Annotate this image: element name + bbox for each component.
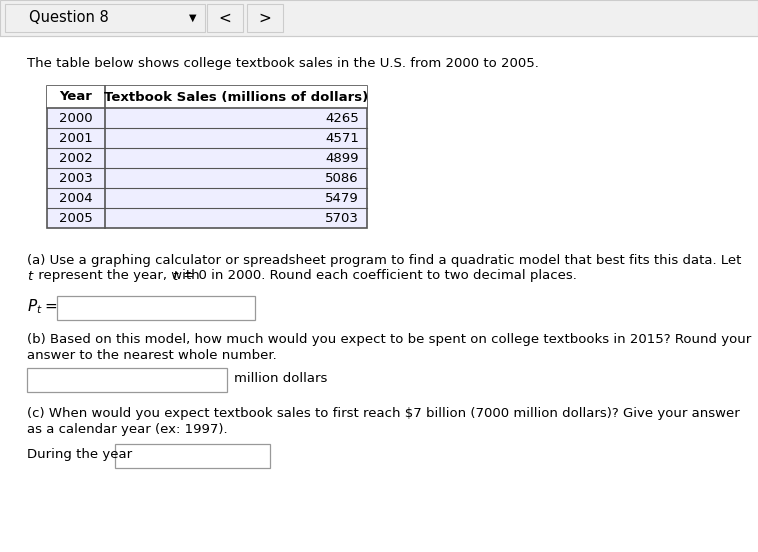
Text: t: t	[172, 269, 177, 283]
Text: million dollars: million dollars	[234, 372, 327, 385]
Text: 5086: 5086	[325, 172, 359, 184]
FancyBboxPatch shape	[5, 4, 205, 32]
Text: 4571: 4571	[325, 131, 359, 145]
Text: 2004: 2004	[59, 192, 92, 204]
Text: 2005: 2005	[59, 211, 93, 225]
Text: 2002: 2002	[59, 151, 93, 164]
FancyBboxPatch shape	[27, 368, 227, 391]
Text: 2001: 2001	[59, 131, 93, 145]
Text: 2003: 2003	[59, 172, 93, 184]
Text: (c) When would you expect textbook sales to first reach $7 billion (7000 million: (c) When would you expect textbook sales…	[27, 407, 740, 421]
Circle shape	[10, 11, 24, 25]
Text: During the year: During the year	[27, 448, 132, 461]
Text: Textbook Sales (millions of dollars): Textbook Sales (millions of dollars)	[104, 91, 368, 104]
Text: $P_t$: $P_t$	[27, 297, 42, 316]
Text: represent the year, with: represent the year, with	[33, 269, 203, 283]
FancyBboxPatch shape	[57, 295, 255, 320]
Text: 4899: 4899	[325, 151, 359, 164]
FancyBboxPatch shape	[47, 86, 367, 108]
FancyBboxPatch shape	[47, 86, 367, 228]
Text: = 0 in 2000. Round each coefficient to two decimal places.: = 0 in 2000. Round each coefficient to t…	[179, 269, 577, 283]
FancyBboxPatch shape	[247, 4, 283, 32]
Text: 2000: 2000	[59, 112, 92, 125]
Text: t: t	[27, 269, 33, 283]
FancyBboxPatch shape	[0, 0, 758, 36]
Text: as a calendar year (ex: 1997).: as a calendar year (ex: 1997).	[27, 423, 227, 436]
Text: 4265: 4265	[325, 112, 359, 125]
Text: ▼: ▼	[190, 13, 197, 23]
Text: 5703: 5703	[325, 211, 359, 225]
Text: Year: Year	[60, 91, 92, 104]
FancyBboxPatch shape	[115, 443, 270, 468]
Text: <: <	[218, 10, 231, 25]
Text: =: =	[44, 299, 57, 314]
FancyBboxPatch shape	[207, 4, 243, 32]
Text: >: >	[258, 10, 271, 25]
Text: 5479: 5479	[325, 192, 359, 204]
Text: Question 8: Question 8	[29, 10, 108, 25]
Text: answer to the nearest whole number.: answer to the nearest whole number.	[27, 349, 277, 362]
Text: (b) Based on this model, how much would you expect to be spent on college textbo: (b) Based on this model, how much would …	[27, 333, 751, 347]
Text: The table below shows college textbook sales in the U.S. from 2000 to 2005.: The table below shows college textbook s…	[27, 56, 539, 70]
Text: (a) Use a graphing calculator or spreadsheet program to find a quadratic model t: (a) Use a graphing calculator or spreads…	[27, 254, 741, 267]
